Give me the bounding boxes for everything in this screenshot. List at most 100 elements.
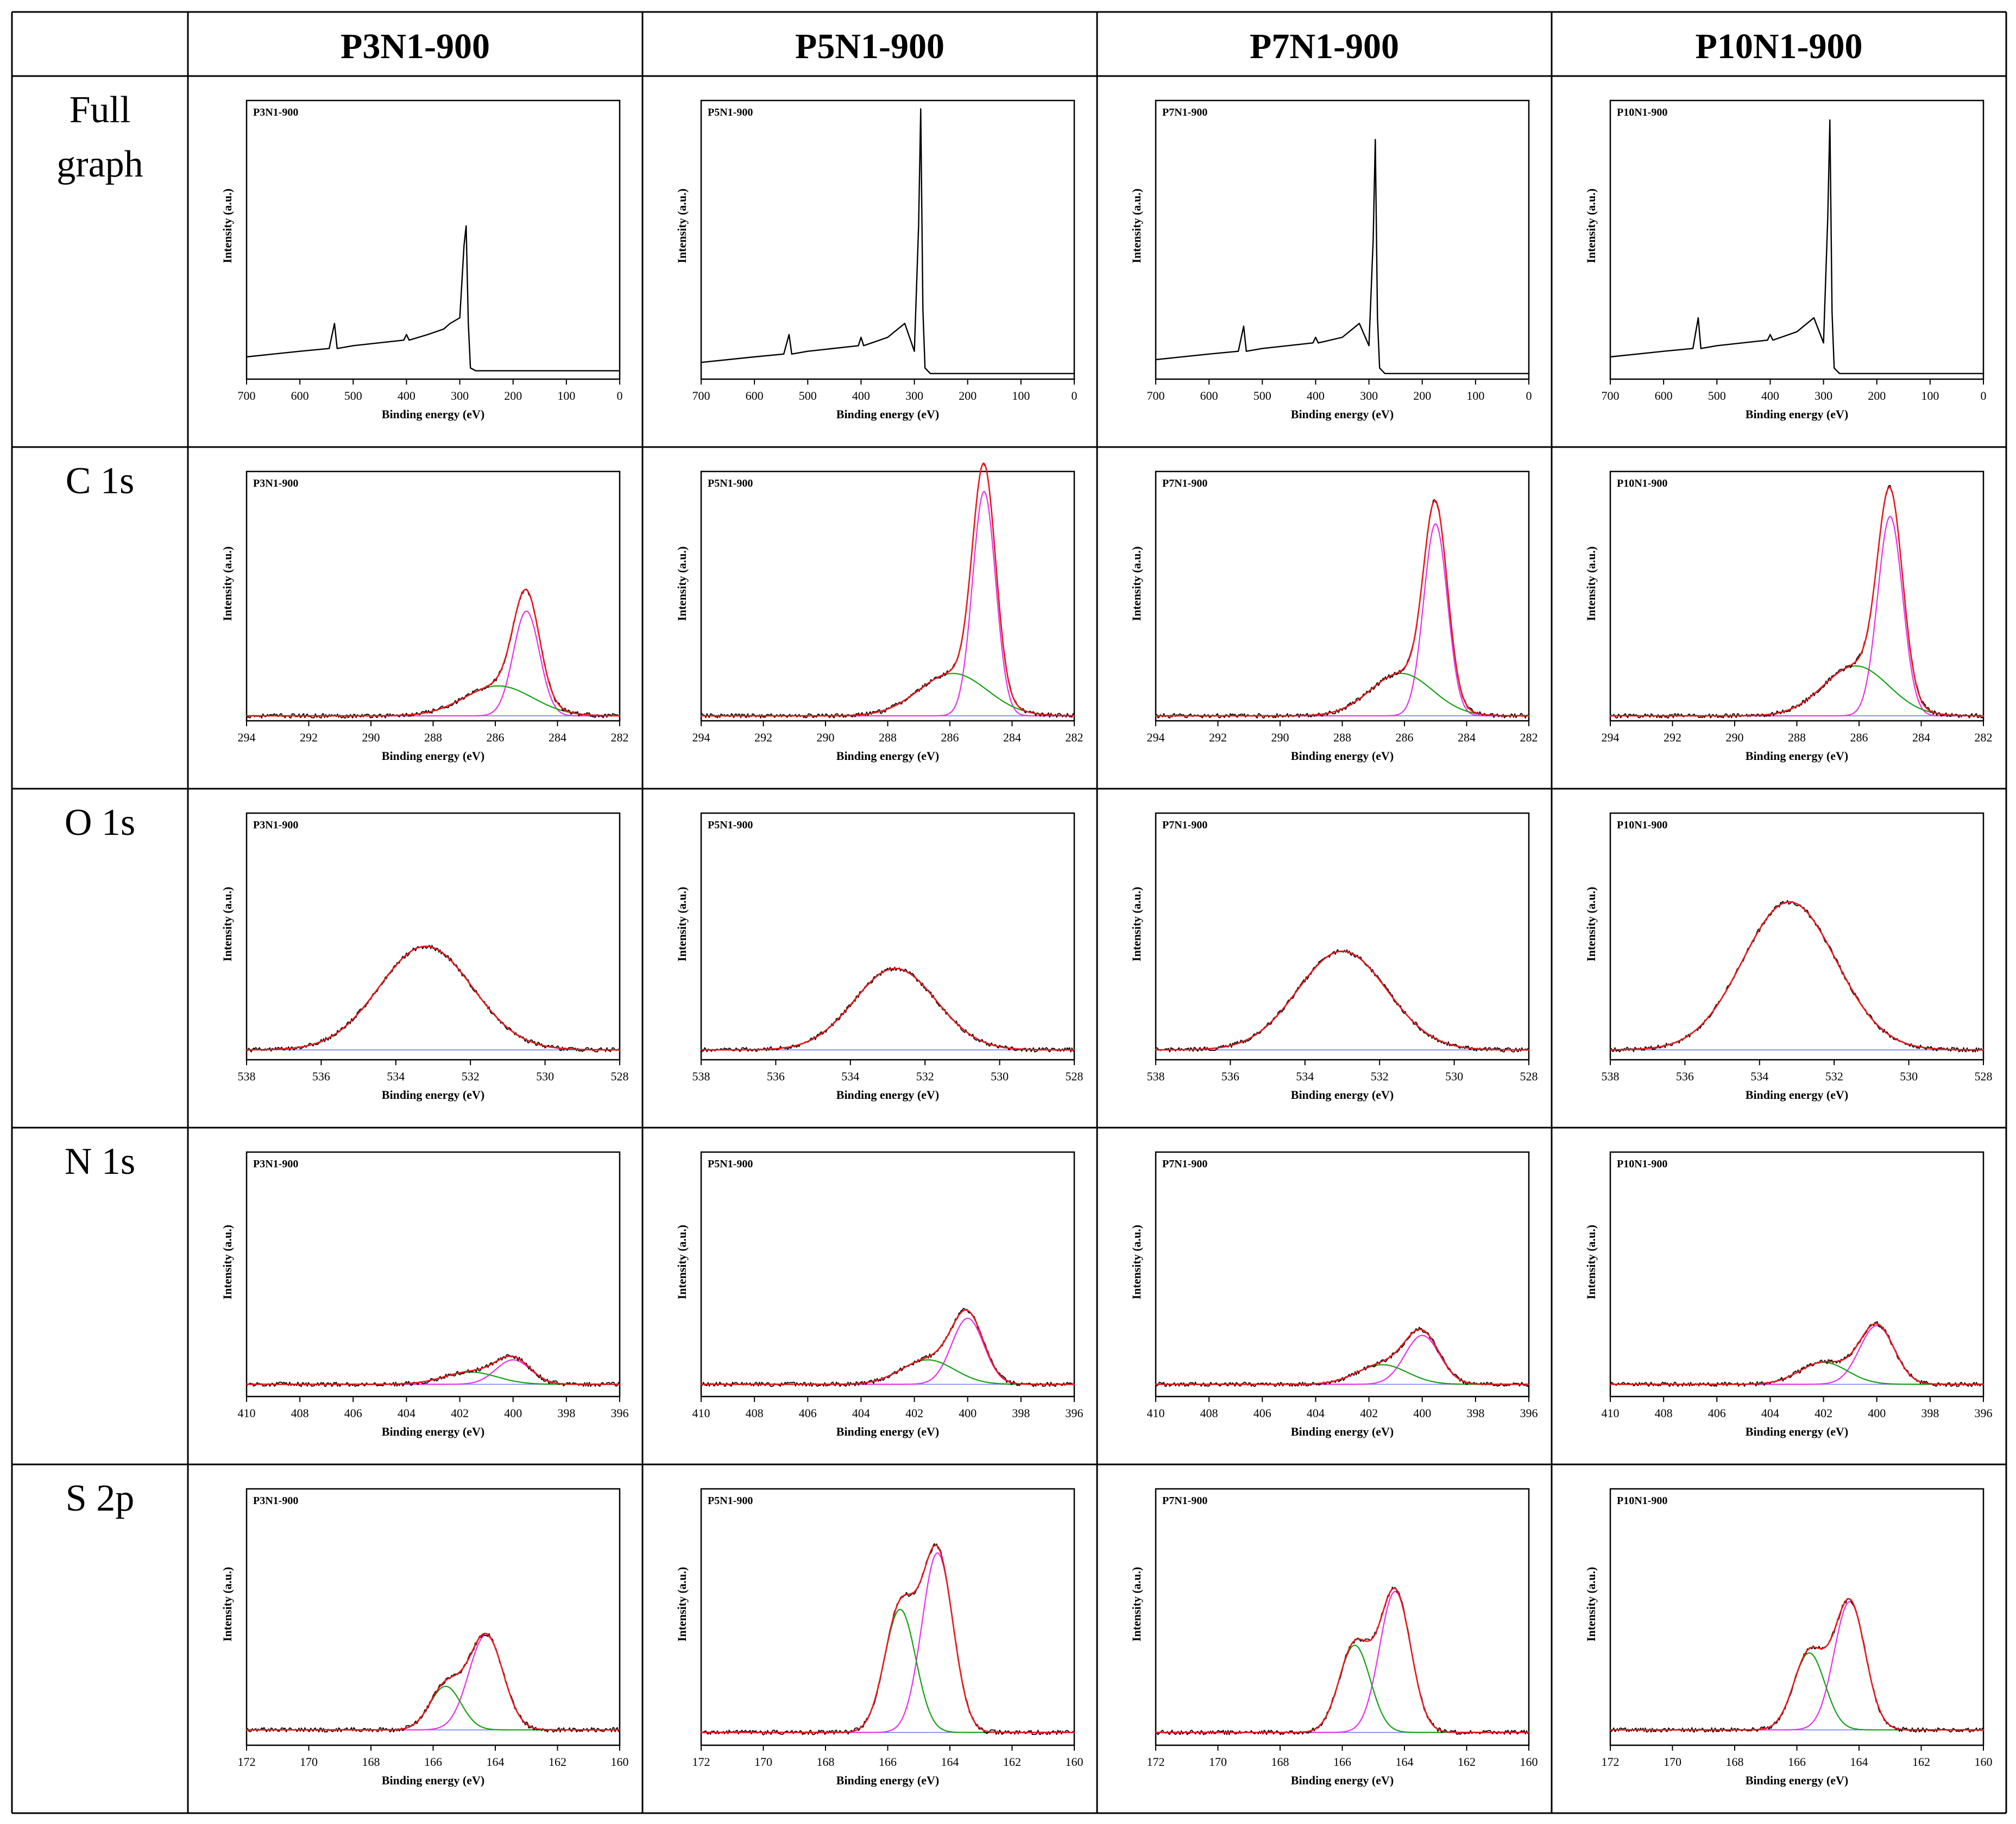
plot-frame (1609, 812, 1984, 1061)
panel-sample-label: P7N1-900 (1162, 819, 1207, 831)
xps-panel-full-P3N1-900: P3N1-900 700 600 500 400 300 200 100 0 Binding en… (220, 99, 623, 421)
x-tick-label: 292 (1209, 731, 1227, 744)
panel-sample-label: P3N1-900 (253, 819, 298, 831)
spectrum-line (1609, 119, 1984, 374)
panel-sample-label: P5N1-900 (708, 819, 753, 831)
x-tick-label: 200 (504, 389, 522, 402)
raw-data-line (246, 945, 620, 1053)
plot-frame (245, 99, 621, 380)
panel-sample-label: P7N1-900 (1162, 1495, 1207, 1507)
component-peak-2 (700, 1608, 1075, 1733)
spectrum-line (245, 225, 621, 372)
x-tick-label: 290 (362, 731, 380, 744)
x-tick-label: 164 (1850, 1755, 1868, 1769)
x-tick-label: 282 (611, 731, 629, 744)
panel-sample-label: P3N1-900 (253, 1158, 298, 1170)
x-axis-label: Binding energy (eV) (382, 407, 484, 421)
envelope-fit-line (700, 1309, 1075, 1385)
panel-sample-label: P5N1-900 (708, 106, 753, 118)
x-tick-label: 170 (754, 1755, 772, 1769)
x-tick-label: 170 (1664, 1755, 1681, 1769)
raw-data-line (1610, 1597, 1984, 1733)
panel-sample-label: P10N1-900 (1617, 477, 1667, 489)
raw-data-line (1610, 485, 1984, 719)
x-axis-label: Binding energy (eV) (1291, 1088, 1394, 1102)
x-tick-label: 100 (1466, 389, 1484, 402)
y-axis-label: Intensity (a.u.) (1130, 1567, 1143, 1642)
envelope-fit-line (1609, 486, 1984, 717)
envelope-fit-line (700, 462, 1075, 717)
raw-data-line (1610, 900, 1984, 1053)
x-tick-label: 536 (1676, 1070, 1694, 1083)
x-axis-label: Binding energy (eV) (1291, 407, 1394, 421)
envelope-fit-line (700, 1544, 1075, 1733)
x-tick-label: 294 (238, 731, 256, 744)
x-tick-label: 700 (692, 389, 710, 402)
x-tick-label: 408 (291, 1406, 309, 1420)
x-tick-label: 166 (1788, 1755, 1806, 1769)
x-tick-label: 168 (1726, 1755, 1744, 1769)
plot-frame (1609, 99, 1984, 380)
x-tick-label: 500 (799, 389, 817, 402)
x-tick-label: 282 (1520, 731, 1538, 744)
x-tick-label: 402 (1360, 1406, 1378, 1420)
x-tick-label: 100 (557, 389, 575, 402)
row-header: O 1s (65, 802, 135, 844)
component-peak-2 (1609, 1652, 1984, 1731)
x-tick-label: 300 (451, 389, 469, 402)
x-tick-label: 530 (1900, 1070, 1918, 1083)
x-tick-label: 536 (1221, 1070, 1239, 1083)
plot-frame (245, 812, 621, 1061)
x-tick-label: 200 (959, 389, 976, 402)
x-tick-label: 400 (959, 1406, 976, 1420)
y-axis-label: Intensity (a.u.) (1130, 887, 1143, 962)
plot-frame (700, 470, 1075, 722)
x-tick-label: 400 (1868, 1406, 1886, 1420)
xps-panel-s2p-P3N1-900: P3N1-900 172 170 168 166 164 162 160 Binding ene… (220, 1488, 629, 1787)
x-tick-label: 402 (1815, 1406, 1832, 1420)
x-tick-label: 396 (1066, 1406, 1083, 1420)
x-tick-label: 200 (1868, 389, 1886, 402)
x-tick-label: 528 (1066, 1070, 1083, 1083)
x-axis-label: Binding energy (eV) (382, 1773, 484, 1787)
x-tick-label: 600 (746, 389, 764, 402)
x-tick-label: 408 (746, 1406, 764, 1420)
table-rules (11, 11, 2007, 1814)
x-tick-label: 530 (536, 1070, 554, 1083)
x-tick-label: 398 (1466, 1406, 1484, 1420)
x-tick-label: 530 (991, 1070, 1009, 1083)
x-tick-label: 534 (1296, 1070, 1314, 1083)
x-tick-label: 294 (1602, 731, 1620, 744)
column-header: P7N1-900 (1250, 27, 1399, 66)
component-peak-2 (1155, 1364, 1530, 1385)
column-header: P3N1-900 (341, 27, 490, 66)
x-tick-label: 410 (238, 1406, 256, 1420)
component-peak-1 (1609, 901, 1984, 1051)
x-tick-label: 286 (941, 731, 959, 744)
x-tick-label: 294 (692, 731, 710, 744)
y-axis-label: Intensity (a.u.) (675, 887, 689, 962)
x-tick-label: 0 (617, 389, 623, 402)
row-header: Full graph (56, 89, 143, 185)
x-tick-label: 290 (1726, 731, 1744, 744)
x-tick-label: 284 (1912, 731, 1930, 744)
panel-sample-label: P10N1-900 (1617, 819, 1667, 831)
x-tick-label: 292 (754, 731, 772, 744)
x-axis-label: Binding energy (eV) (1291, 749, 1394, 763)
component-peak-1 (245, 610, 621, 716)
plot-frame (700, 1488, 1075, 1746)
y-axis-label: Intensity (a.u.) (220, 1225, 234, 1300)
x-tick-label: 164 (1396, 1755, 1414, 1769)
component-peak-1 (245, 1634, 621, 1731)
x-axis-label: Binding energy (eV) (1746, 749, 1848, 763)
x-tick-label: 400 (398, 389, 415, 402)
x-tick-label: 286 (487, 731, 505, 744)
x-tick-label: 538 (1147, 1070, 1165, 1083)
spectrum-line (700, 108, 1075, 374)
x-tick-label: 170 (1209, 1755, 1227, 1769)
x-tick-label: 290 (1271, 731, 1289, 744)
x-tick-label: 290 (817, 731, 835, 744)
envelope-fit-line (700, 967, 1075, 1051)
y-axis-label: Intensity (a.u.) (1584, 887, 1598, 962)
